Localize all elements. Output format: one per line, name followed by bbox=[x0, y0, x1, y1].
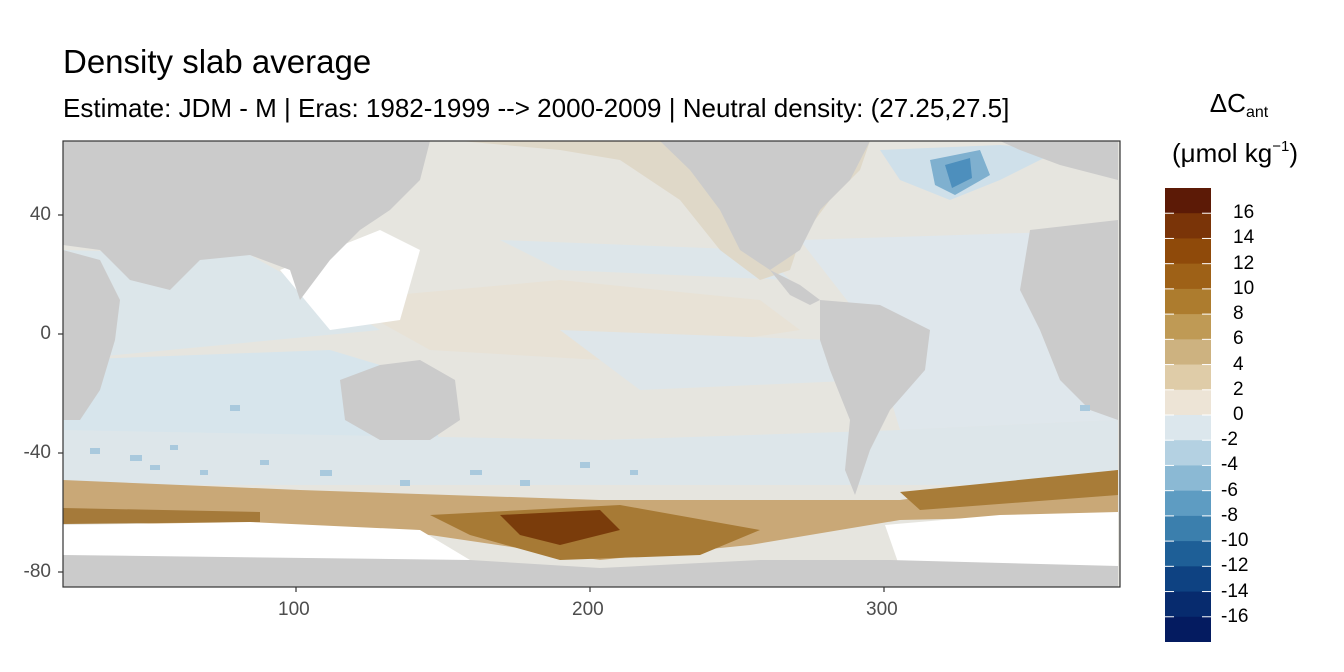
southern-ocean-speckle bbox=[90, 405, 1090, 486]
legend-label: 16 bbox=[1233, 202, 1255, 224]
south-pacific-band bbox=[560, 330, 870, 390]
indian-ocean-south-field bbox=[63, 350, 440, 450]
weddell-margin-field bbox=[63, 508, 260, 524]
colorbar-step bbox=[1165, 339, 1211, 366]
legend-label: -12 bbox=[1221, 555, 1249, 577]
colorbar-step bbox=[1165, 288, 1211, 315]
legend-label: 2 bbox=[1233, 378, 1244, 400]
y-tick-label: 0 bbox=[40, 323, 51, 344]
colorbar-step bbox=[1165, 314, 1211, 340]
colorbar-step bbox=[1165, 591, 1211, 618]
y-tick-label: -80 bbox=[23, 561, 51, 582]
x-tick-label: 200 bbox=[572, 599, 604, 620]
legend-label: -2 bbox=[1221, 429, 1238, 451]
colorbar-step bbox=[1165, 440, 1211, 466]
legend-colorbar bbox=[1165, 188, 1211, 642]
colorbar-step bbox=[1165, 465, 1211, 492]
north-pacific-band bbox=[500, 240, 790, 280]
colorbar-step bbox=[1165, 415, 1211, 441]
east-antarctic-margin-field bbox=[900, 470, 1118, 510]
map-title: Density slab average bbox=[63, 43, 372, 80]
x-axis-ticks bbox=[295, 587, 885, 592]
colorbar-step bbox=[1165, 389, 1211, 416]
colorbar-step bbox=[1165, 364, 1211, 391]
legend-label: -14 bbox=[1221, 580, 1249, 602]
panel-border bbox=[62, 140, 1121, 588]
legend-label: 4 bbox=[1233, 353, 1244, 375]
x-tick-label: 100 bbox=[278, 599, 310, 620]
colorbar-step bbox=[1165, 188, 1211, 214]
x-tick-label: 300 bbox=[866, 599, 898, 620]
antarctic-shelf-missing bbox=[63, 522, 470, 560]
legend-title: ΔCant bbox=[1209, 88, 1269, 121]
legend-label: 8 bbox=[1233, 303, 1244, 325]
legend-label: 6 bbox=[1233, 328, 1244, 350]
labrador-sea-core bbox=[945, 158, 972, 188]
colorbar-step bbox=[1165, 515, 1211, 542]
indonesian-seas-missing bbox=[280, 230, 420, 330]
legend-label: -8 bbox=[1221, 504, 1238, 526]
legend-label: -16 bbox=[1221, 605, 1249, 627]
map-subtitle: Estimate: JDM - M | Eras: 1982-1999 --> … bbox=[63, 93, 1010, 123]
y-tick-label: -40 bbox=[23, 442, 51, 463]
legend-label: 0 bbox=[1233, 404, 1244, 425]
colorbar-step bbox=[1165, 213, 1211, 239]
y-axis-ticks bbox=[58, 214, 63, 573]
colorbar-step bbox=[1165, 238, 1211, 265]
legend-unit: (μmol kg−1) bbox=[1172, 138, 1298, 168]
land-masses bbox=[63, 141, 1118, 587]
colorbar-step bbox=[1165, 566, 1211, 593]
legend-label: 14 bbox=[1233, 227, 1255, 249]
colorbar-step bbox=[1165, 616, 1211, 642]
ross-sea-core bbox=[500, 510, 620, 545]
legend-label: 12 bbox=[1233, 252, 1255, 274]
legend-label: -10 bbox=[1221, 530, 1249, 552]
colorbar-step bbox=[1165, 541, 1211, 567]
legend-label: -6 bbox=[1221, 479, 1238, 501]
legend-label: -4 bbox=[1221, 454, 1238, 476]
colorbar-step bbox=[1165, 263, 1211, 290]
legend-label: 10 bbox=[1233, 277, 1255, 299]
y-tick-label: 40 bbox=[29, 204, 51, 225]
weddell-shelf-missing bbox=[885, 512, 1118, 568]
colorbar-step bbox=[1165, 490, 1211, 517]
